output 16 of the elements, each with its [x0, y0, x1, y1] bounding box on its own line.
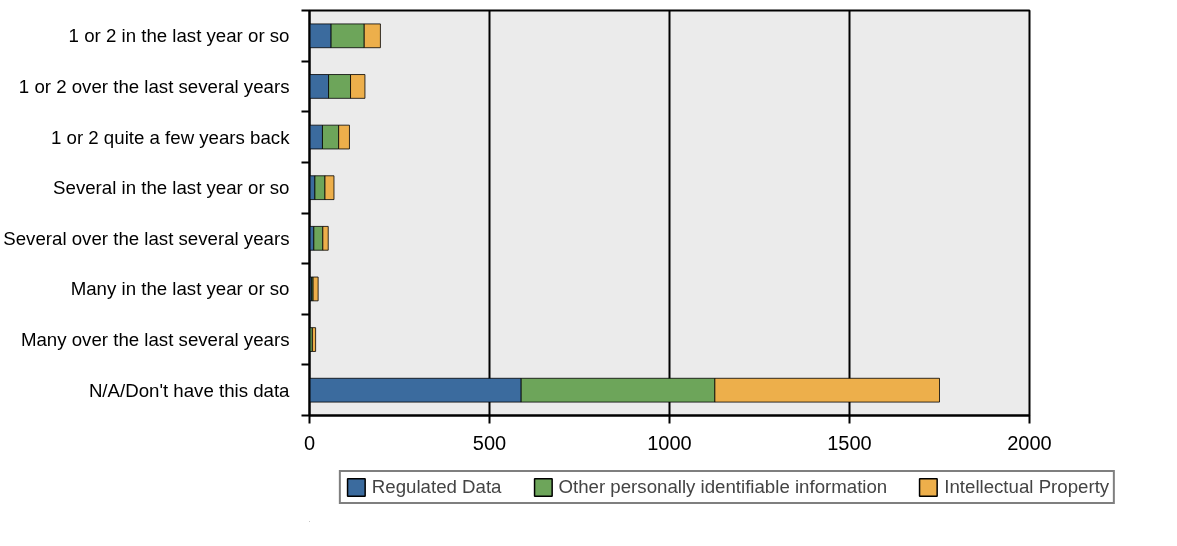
y-tick-label: Many over the last several years [20, 329, 290, 351]
legend-label: Other personally identifiable information [558, 476, 888, 498]
y-tick-label: 1 or 2 in the last year or so [68, 25, 290, 47]
x-tick-label: 0 [303, 431, 316, 454]
x-tick-label: 500 [472, 431, 507, 454]
y-tick-label: 1 or 2 quite a few years back [50, 126, 291, 148]
y-tick-label: N/A/Don't have this data [88, 379, 291, 401]
legend-label: Regulated Data [371, 476, 502, 498]
y-tick-label: Several over the last several years [3, 227, 290, 249]
x-tick-label: 1500 [827, 431, 872, 454]
y-tick-label: 1 or 2 over the last several years [18, 75, 290, 97]
y-tick-label: Many in the last year or so [70, 278, 290, 300]
y-tick-label: Several in the last year or so [53, 177, 290, 199]
x-tick-label: 2000 [1007, 431, 1052, 454]
x-tick-label: 1000 [647, 431, 692, 454]
legend-label: Intellectual Property [944, 476, 1110, 498]
